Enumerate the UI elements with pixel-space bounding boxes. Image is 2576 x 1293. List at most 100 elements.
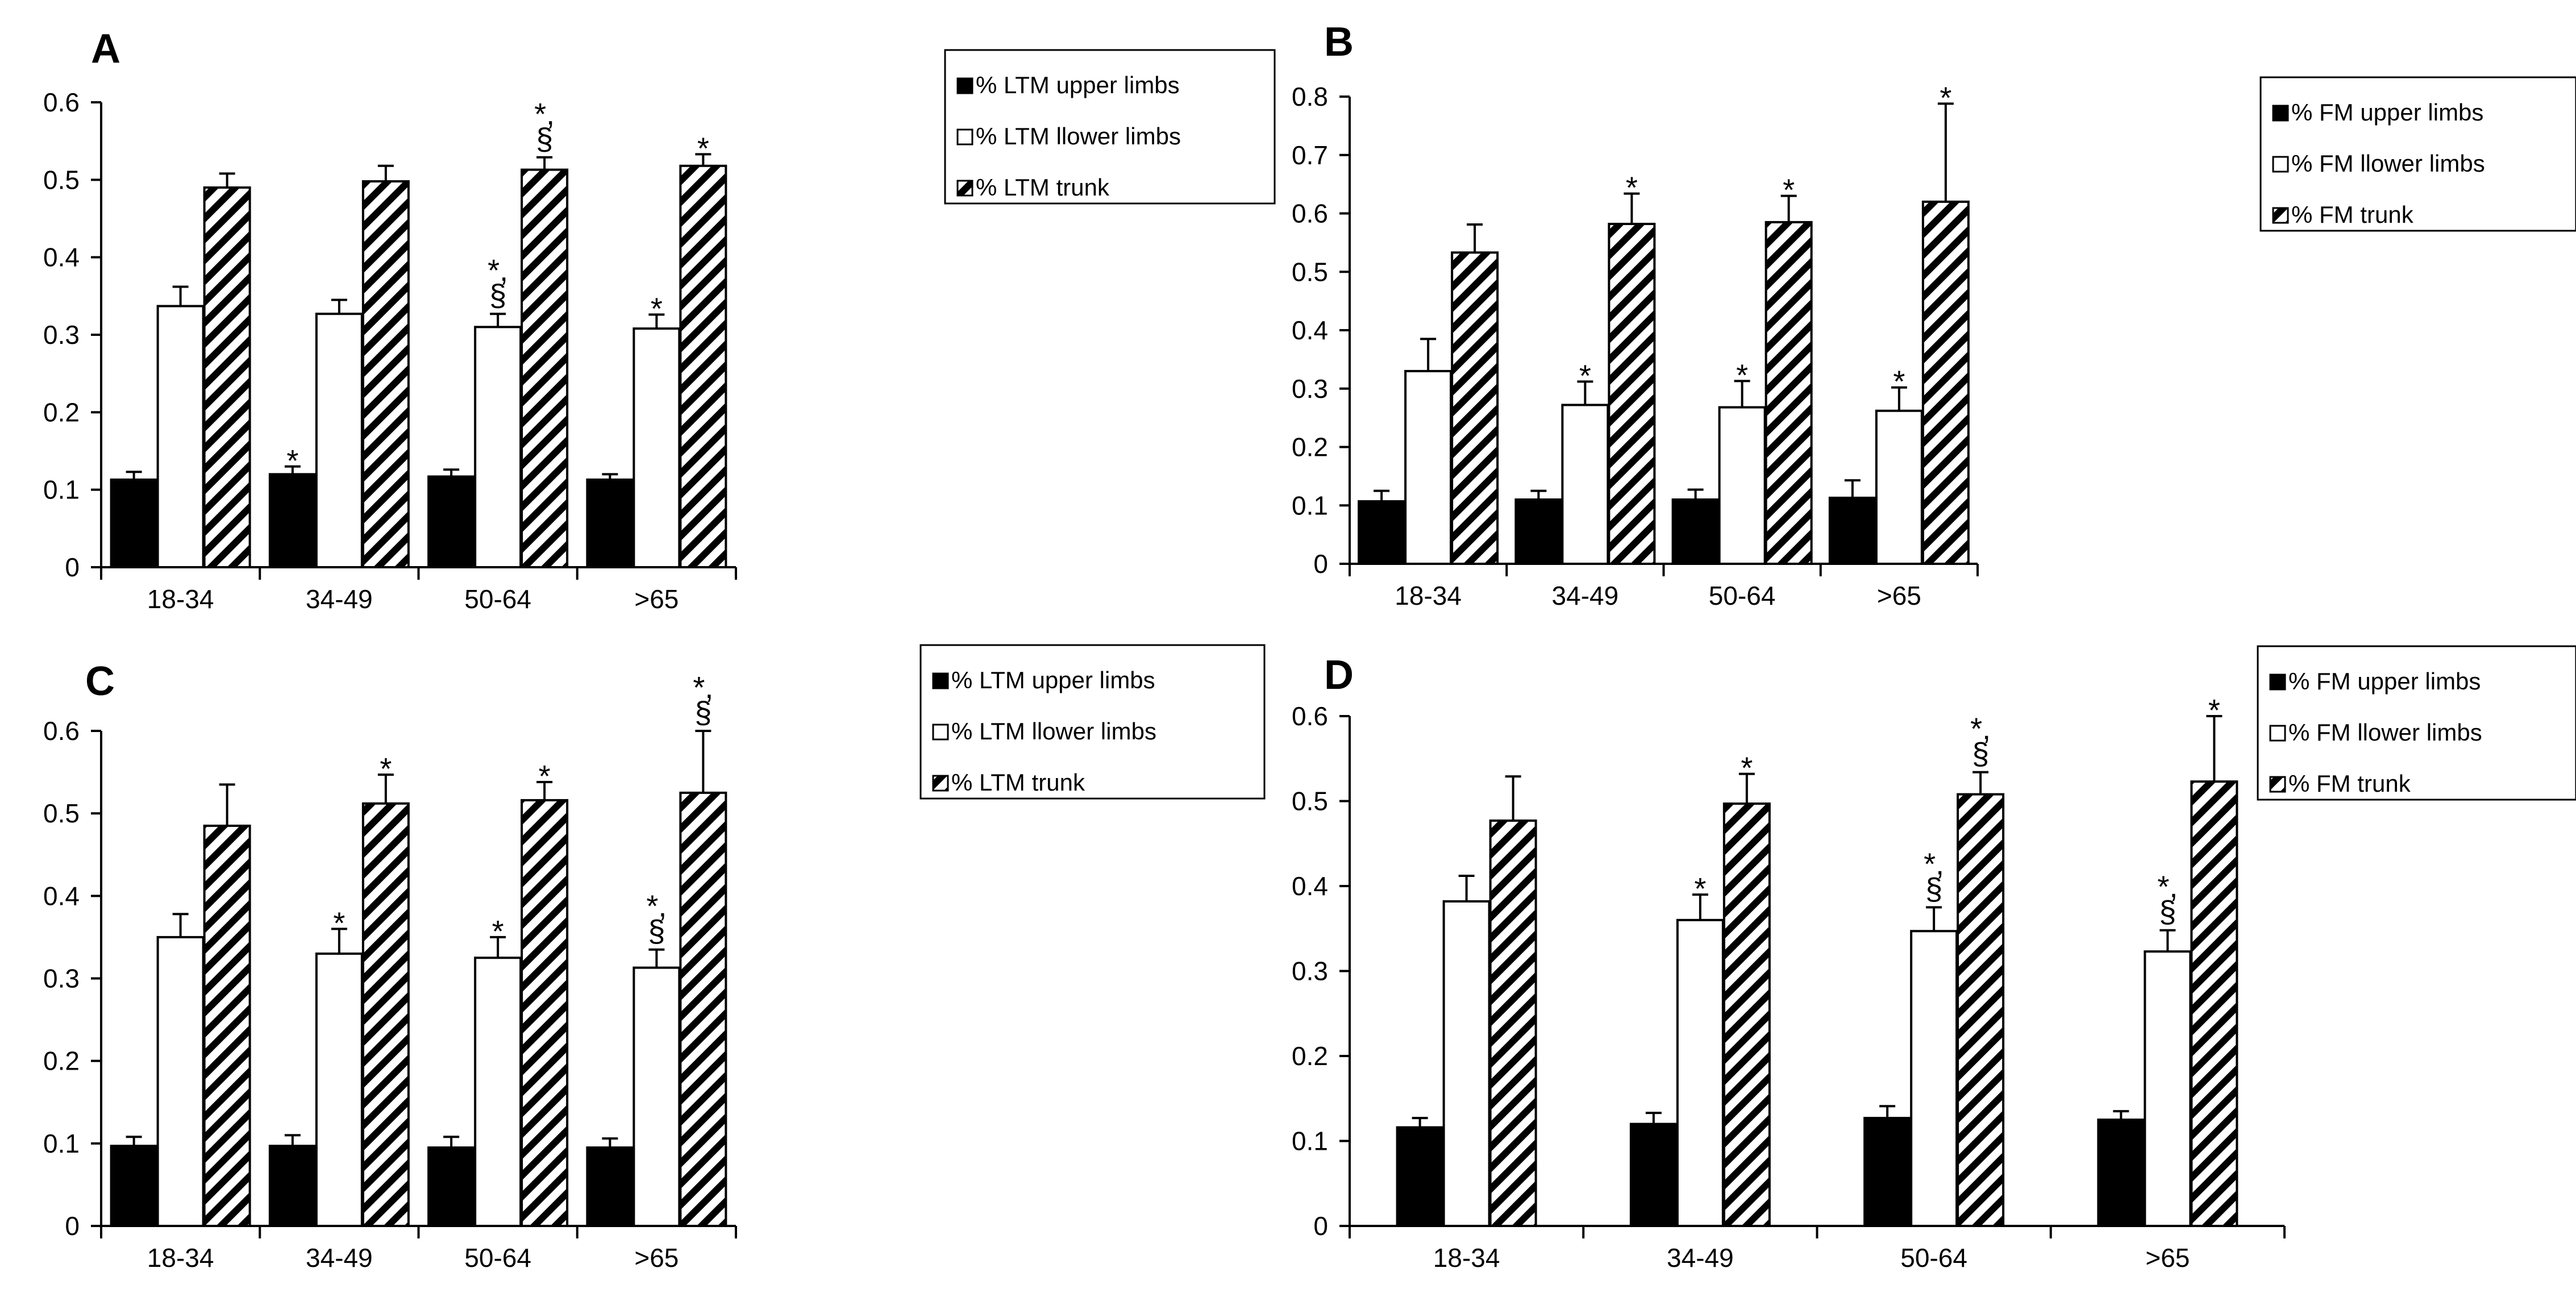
legend-box (2259, 76, 2576, 232)
panel-letter: B (1324, 19, 1354, 65)
legend-swatch (956, 77, 973, 94)
asterisk-mark: *, (693, 671, 713, 705)
bar-c-s2-c3 (679, 791, 727, 1227)
y-tick-label: 0.2 (43, 1046, 80, 1076)
bar-a-s2-c0 (203, 186, 251, 568)
bar-b-s0-c0 (1358, 500, 1406, 565)
y-tick-label: 0.1 (1292, 490, 1328, 520)
bar-d-s2-c1 (1722, 802, 1771, 1227)
section-mark: § (2159, 895, 2176, 929)
bar-d-s1-c2 (1910, 930, 1958, 1227)
x-tick-label: 18-34 (147, 1243, 214, 1273)
asterisk-mark: * (1893, 365, 1905, 399)
legend-swatch (2272, 156, 2289, 173)
x-tick-label: >65 (634, 1243, 679, 1273)
y-tick-label: 0.1 (43, 475, 80, 505)
bar-c-s0-c1 (268, 1145, 317, 1228)
asterisk-mark: * (333, 906, 345, 940)
y-tick-label: 0.8 (1292, 82, 1328, 111)
legend-swatch (2272, 207, 2289, 224)
bar-c-s1-c3 (632, 966, 681, 1227)
asterisk-mark: *, (2157, 870, 2178, 904)
x-tick-label: 50-64 (464, 1243, 531, 1273)
y-tick-label: 0.5 (1292, 787, 1328, 816)
y-tick-label: 0.6 (43, 716, 80, 746)
x-tick-label: 18-34 (1433, 1243, 1500, 1273)
bar-c-s2-c2 (521, 799, 569, 1227)
x-tick-label: 34-49 (1667, 1243, 1734, 1273)
x-tick-label: 34-49 (306, 1243, 373, 1273)
bar-c-s0-c2 (427, 1146, 476, 1228)
y-tick-label: 0.3 (43, 320, 80, 350)
y-tick-label: 0.1 (1292, 1126, 1328, 1156)
legend: % FM upper limbs % FM llower limbs % FM tr… (2259, 76, 2576, 232)
asterisk-mark: *, (488, 253, 508, 288)
section-mark: § (489, 278, 506, 313)
bar-a-s0-c0 (110, 478, 158, 569)
y-tick-label: 0.1 (43, 1129, 80, 1158)
bar-a-s2-c1 (361, 180, 410, 568)
legend-swatch (932, 672, 949, 689)
chart-panel-b: B 0 0.1 0.2 0.3 0.4 0.5 0.6 0.7 0.8 18-34 34-49 50-6… (1292, 19, 2576, 610)
legend-label: % LTM trunk (951, 769, 1085, 796)
y-tick-label: 0.2 (1292, 433, 1328, 462)
section-mark: § (1925, 872, 1942, 906)
bar-d-s0-c2 (1863, 1117, 1912, 1228)
asterisk-mark: * (1741, 751, 1753, 785)
bar-b-s1-c2 (1718, 406, 1766, 565)
section-mark: § (536, 122, 553, 156)
y-tick-label: 0.6 (1292, 701, 1328, 731)
legend-swatch (2269, 776, 2286, 793)
legend: % LTM upper limbs % LTM llower limbs % LTM… (944, 49, 1276, 205)
x-tick-label: 50-64 (1900, 1243, 1967, 1273)
y-tick-label: 0.6 (1292, 199, 1328, 228)
legend: % FM upper limbs % FM llower limbs % FM tr… (2257, 645, 2576, 801)
y-tick-label: 0.2 (43, 397, 80, 427)
y-tick-label: 0.3 (1292, 374, 1328, 404)
y-tick-label: 0.3 (1292, 957, 1328, 986)
legend-label: % LTM trunk (976, 174, 1110, 201)
bar-b-s1-c1 (1561, 404, 1609, 566)
bar-d-s1-c0 (1442, 900, 1491, 1228)
bar-b-s1-c3 (1875, 409, 1923, 565)
y-tick-label: 0 (65, 552, 80, 582)
legend-label: % LTM upper limbs (976, 72, 1180, 98)
x-tick-label: 18-34 (147, 584, 214, 614)
y-tick-label: 0 (65, 1211, 80, 1241)
legend-swatch (932, 724, 949, 741)
bar-c-s1-c1 (315, 952, 363, 1227)
legend-box (919, 644, 1266, 800)
y-tick-label: 0.4 (43, 243, 80, 272)
x-tick-label: >65 (1877, 581, 1921, 610)
legend: % LTM upper limbs % LTM llower limbs % LTM… (919, 644, 1266, 800)
bar-b-s1-c0 (1404, 369, 1453, 565)
asterisk-mark: * (1783, 173, 1795, 207)
bar-d-s0-c3 (2097, 1119, 2145, 1227)
bar-c-s1-c2 (474, 957, 522, 1228)
legend-swatch (956, 180, 973, 197)
bar-b-s0-c1 (1514, 498, 1563, 565)
x-tick-label: 34-49 (1552, 581, 1619, 610)
section-mark: § (1972, 737, 1989, 771)
bar-a-s0-c1 (268, 473, 317, 569)
x-tick-label: 50-64 (1709, 581, 1776, 610)
asterisk-mark: * (1694, 872, 1706, 906)
x-tick-label: >65 (634, 584, 679, 614)
bar-d-s2-c2 (1957, 793, 2005, 1228)
bar-a-s1-c0 (156, 305, 205, 568)
y-tick-label: 0 (1313, 1211, 1328, 1241)
y-tick-label: 0.3 (43, 964, 80, 993)
bar-c-s2-c1 (361, 802, 410, 1228)
bar-b-s2-c0 (1451, 251, 1499, 565)
bar-d-s1-c1 (1676, 918, 1724, 1228)
asterisk-mark: * (286, 444, 298, 478)
x-tick-label: 34-49 (306, 584, 373, 614)
legend-swatch (2272, 105, 2289, 122)
bar-a-s1-c3 (632, 327, 681, 568)
bar-c-s1-c0 (156, 936, 205, 1227)
y-tick-label: 0.5 (43, 165, 80, 194)
bar-d-s0-c0 (1396, 1126, 1444, 1227)
y-tick-label: 0.4 (43, 881, 80, 910)
asterisk-mark: *, (646, 889, 667, 924)
x-tick-label: 50-64 (464, 584, 531, 614)
